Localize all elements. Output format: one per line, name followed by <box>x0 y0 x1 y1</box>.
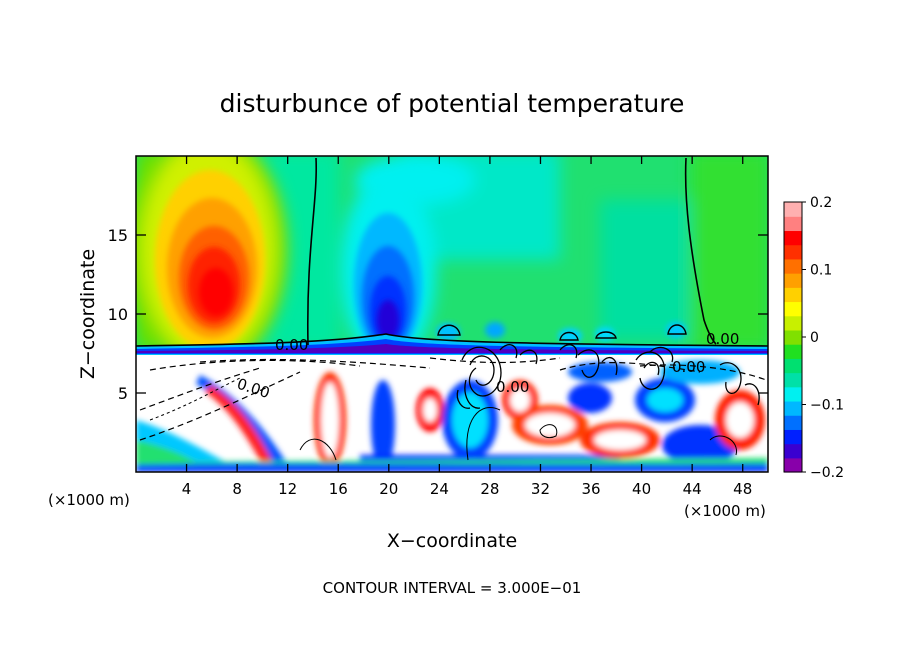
contour-interval-note: CONTOUR INTERVAL = 3.000E−01 <box>323 579 582 597</box>
x-tick-label: 48 <box>733 480 752 498</box>
colorbar-swatch <box>784 429 802 445</box>
colorbar-swatch <box>784 258 802 274</box>
cold-anomaly <box>340 175 436 365</box>
x-tick-label: 28 <box>480 480 499 498</box>
colorbar-swatch <box>784 273 802 288</box>
colorbar-swatch <box>784 358 802 374</box>
colorbar-tick-label: 0.2 <box>810 195 832 211</box>
colorbar-swatch <box>784 301 802 317</box>
x-axis-label: X−coordinate <box>387 530 517 552</box>
x-tick-label: 12 <box>278 480 297 498</box>
y-tick-label: 15 <box>108 226 128 245</box>
y-axis-label: Z−coordinate <box>77 249 99 379</box>
colorbar-swatch <box>784 216 802 232</box>
colorbar-swatch <box>784 415 802 430</box>
x-tick-label: 40 <box>632 480 651 498</box>
colorbar-swatch <box>784 315 802 331</box>
colorbar-ticks: 0.2 0.1 0 −0.1 −0.2 <box>802 195 844 481</box>
contour-labels: 0.00 0.00 0.00 0.00 0.00 <box>235 330 740 402</box>
colorbar-swatch <box>784 400 802 416</box>
x-tick-label: 24 <box>430 480 449 498</box>
colorbar-tick-label: 0.1 <box>810 263 832 279</box>
colorbar-swatch <box>784 287 802 303</box>
x-tick-label: 36 <box>581 480 600 498</box>
plot-area: 0.00 0.00 0.00 0.00 0.00 <box>136 156 768 472</box>
contour-label: 0.00 <box>496 378 529 396</box>
colorbar <box>784 202 802 473</box>
colorbar-tick-label: −0.1 <box>810 398 844 414</box>
y-tick-label: 5 <box>118 384 128 403</box>
x-tick-label: 20 <box>379 480 398 498</box>
x-unit-right: (×1000 m) <box>684 502 766 520</box>
colorbar-swatch <box>784 443 802 459</box>
colorbar-swatch <box>784 244 802 260</box>
colorbar-tick-label: 0 <box>810 330 819 346</box>
colorbar-swatch <box>784 372 802 388</box>
x-tick-label: 16 <box>329 480 348 498</box>
x-unit-left: (×1000 m) <box>48 491 130 509</box>
colorbar-swatch <box>784 230 802 246</box>
x-tick-label: 8 <box>232 480 242 498</box>
colorbar-swatch <box>784 386 802 402</box>
y-tick-label: 10 <box>108 305 128 324</box>
turbulent-layer <box>136 355 768 472</box>
colorbar-swatch <box>784 202 802 217</box>
x-tick-label: 4 <box>182 480 192 498</box>
contour-label: 0.00 <box>672 358 705 376</box>
x-axis: 4 8 12 16 20 24 28 32 36 40 44 48 <box>182 156 752 498</box>
contour-lines <box>136 157 768 461</box>
contour-label: 0.00 <box>706 330 739 348</box>
chart-title: disturbunce of potential temperature <box>220 89 685 118</box>
x-tick-label: 32 <box>531 480 550 498</box>
colorbar-tick-label: −0.2 <box>810 465 844 481</box>
warm-anomaly <box>136 156 288 370</box>
y-axis: 5 10 15 <box>108 226 768 403</box>
x-tick-label: 44 <box>683 480 702 498</box>
colorbar-swatch <box>784 457 802 473</box>
contour-label: 0.00 <box>275 336 308 354</box>
colorbar-swatch <box>784 329 802 345</box>
colorbar-swatch <box>784 344 802 359</box>
